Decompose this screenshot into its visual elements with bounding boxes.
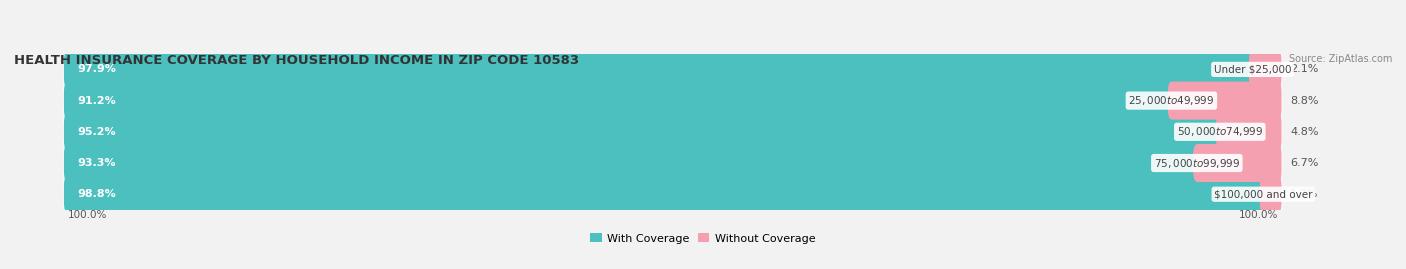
Text: HEALTH INSURANCE COVERAGE BY HOUSEHOLD INCOME IN ZIP CODE 10583: HEALTH INSURANCE COVERAGE BY HOUSEHOLD I… [14,54,579,67]
FancyBboxPatch shape [1249,50,1281,89]
Text: $50,000 to $74,999: $50,000 to $74,999 [1177,125,1263,138]
FancyBboxPatch shape [63,144,1201,182]
Legend: With Coverage, Without Coverage: With Coverage, Without Coverage [586,229,820,248]
Text: $25,000 to $49,999: $25,000 to $49,999 [1128,94,1215,107]
FancyBboxPatch shape [63,50,1256,89]
Text: 100.0%: 100.0% [67,210,107,220]
FancyBboxPatch shape [63,82,1281,120]
FancyBboxPatch shape [63,50,1281,89]
Text: 93.3%: 93.3% [77,158,115,168]
Text: 97.9%: 97.9% [77,64,117,75]
FancyBboxPatch shape [1216,113,1281,151]
FancyBboxPatch shape [1194,144,1281,182]
Text: 8.8%: 8.8% [1291,95,1319,106]
Text: 100.0%: 100.0% [1239,210,1278,220]
FancyBboxPatch shape [1168,82,1281,120]
Text: 2.1%: 2.1% [1291,64,1319,75]
FancyBboxPatch shape [63,82,1175,120]
Text: 95.2%: 95.2% [77,127,115,137]
Text: $75,000 to $99,999: $75,000 to $99,999 [1154,157,1240,169]
Text: 4.8%: 4.8% [1291,127,1319,137]
FancyBboxPatch shape [63,113,1223,151]
Text: $100,000 and over: $100,000 and over [1215,189,1313,199]
FancyBboxPatch shape [63,144,1281,182]
FancyBboxPatch shape [63,113,1281,151]
Text: 98.8%: 98.8% [77,189,115,199]
Text: 1.2%: 1.2% [1291,189,1319,199]
FancyBboxPatch shape [1260,175,1281,213]
Text: Source: ZipAtlas.com: Source: ZipAtlas.com [1289,54,1392,64]
Text: 91.2%: 91.2% [77,95,115,106]
FancyBboxPatch shape [63,175,1267,213]
Text: Under $25,000: Under $25,000 [1213,64,1291,75]
Text: 6.7%: 6.7% [1291,158,1319,168]
FancyBboxPatch shape [63,175,1281,213]
